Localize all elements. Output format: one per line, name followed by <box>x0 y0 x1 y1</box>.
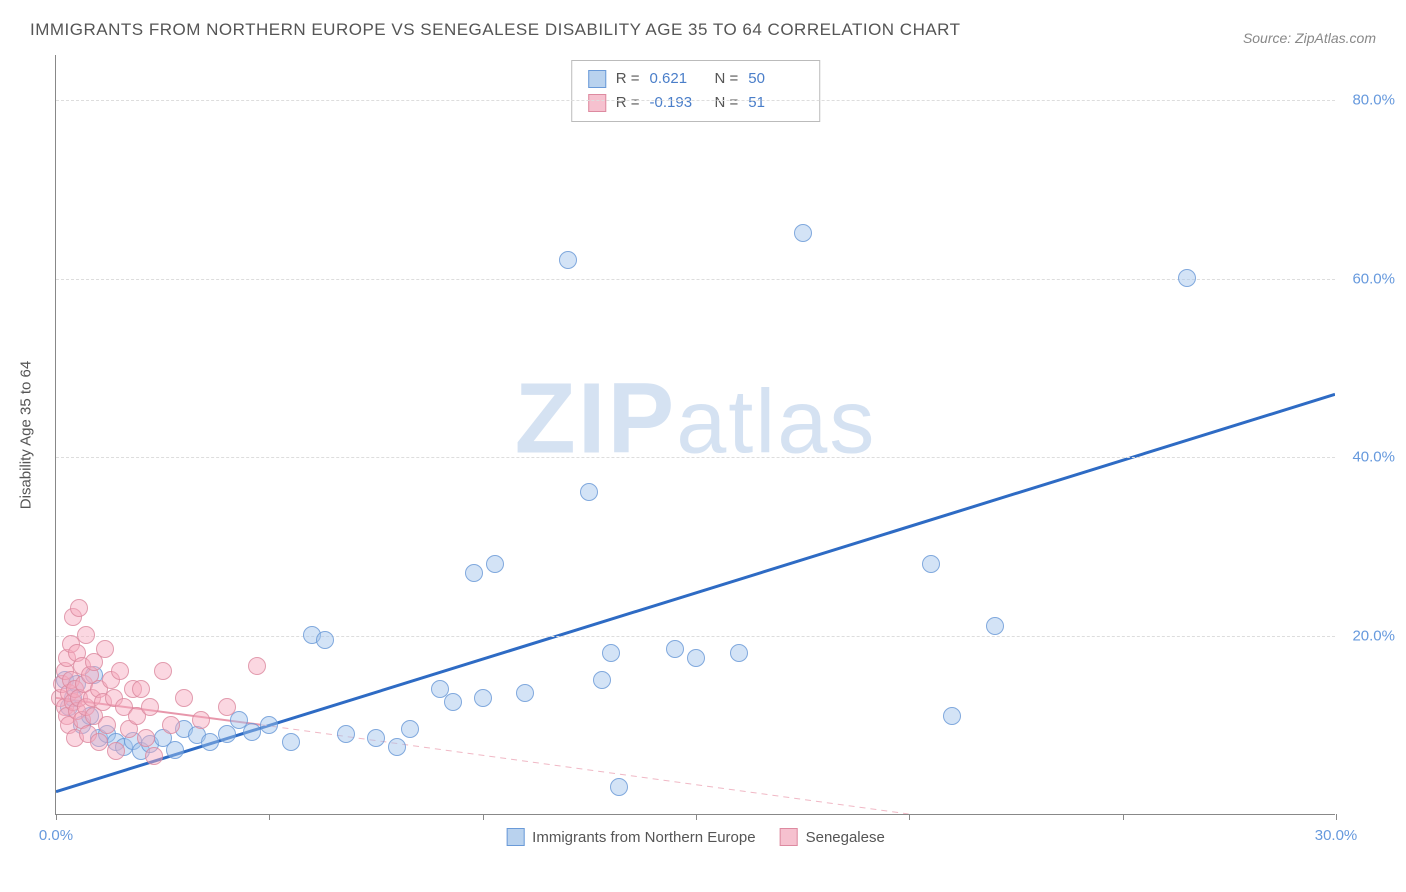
data-point <box>730 644 748 662</box>
data-point <box>175 689 193 707</box>
data-point <box>687 649 705 667</box>
tick-x <box>483 814 484 820</box>
legend-swatch-pink <box>588 94 606 112</box>
legend-bottom-label-blue: Immigrants from Northern Europe <box>532 829 755 846</box>
trend-line <box>261 725 909 814</box>
trend-lines-svg <box>56 55 1335 814</box>
data-point <box>137 729 155 747</box>
data-point <box>666 640 684 658</box>
legend-stats-row-pink: R = -0.193 N = 51 <box>588 91 804 115</box>
data-point <box>602 644 620 662</box>
legend-stats: R = 0.621 N = 50 R = -0.193 N = 51 <box>571 60 821 122</box>
source-label: Source: ZipAtlas.com <box>1243 30 1376 46</box>
legend-N-label: N = <box>715 67 739 91</box>
legend-item-blue: Immigrants from Northern Europe <box>506 828 755 846</box>
y-axis-label: Disability Age 35 to 64 <box>18 360 35 508</box>
legend-bottom-swatch-pink <box>780 828 798 846</box>
data-point <box>132 680 150 698</box>
data-point <box>580 483 598 501</box>
data-point <box>70 599 88 617</box>
data-point <box>154 662 172 680</box>
chart-plot-area: Disability Age 35 to 64 ZIPatlas R = 0.6… <box>55 55 1335 815</box>
tick-x <box>56 814 57 820</box>
tick-x <box>1123 814 1124 820</box>
data-point <box>162 716 180 734</box>
data-point <box>260 716 278 734</box>
data-point <box>111 662 129 680</box>
ytick-label: 20.0% <box>1352 628 1395 645</box>
data-point <box>593 671 611 689</box>
legend-stats-row-blue: R = 0.621 N = 50 <box>588 67 804 91</box>
data-point <box>243 723 261 741</box>
data-point <box>367 729 385 747</box>
legend-bottom-swatch-blue <box>506 828 524 846</box>
tick-x <box>909 814 910 820</box>
ytick-label: 60.0% <box>1352 270 1395 287</box>
data-point <box>96 640 114 658</box>
data-point <box>107 742 125 760</box>
data-point <box>282 733 300 751</box>
legend-R-label: R = <box>616 67 640 91</box>
data-point <box>77 626 95 644</box>
legend-N-pink: 51 <box>748 91 803 115</box>
gridline-h <box>56 457 1335 458</box>
data-point <box>1178 269 1196 287</box>
data-point <box>486 555 504 573</box>
data-point <box>516 684 534 702</box>
ytick-label: 80.0% <box>1352 91 1395 108</box>
data-point <box>90 733 108 751</box>
gridline-h <box>56 636 1335 637</box>
legend-R-label2: R = <box>616 91 640 115</box>
data-point <box>559 251 577 269</box>
legend-R-blue: 0.621 <box>650 67 705 91</box>
data-point <box>166 741 184 759</box>
data-point <box>337 725 355 743</box>
tick-x <box>269 814 270 820</box>
ytick-label: 40.0% <box>1352 449 1395 466</box>
data-point <box>401 720 419 738</box>
chart-title: IMMIGRANTS FROM NORTHERN EUROPE VS SENEG… <box>30 20 961 40</box>
tick-x <box>696 814 697 820</box>
data-point <box>986 617 1004 635</box>
xtick-label: 0.0% <box>39 827 73 844</box>
watermark: ZIPatlas <box>515 362 877 477</box>
data-point <box>474 689 492 707</box>
legend-R-pink: -0.193 <box>650 91 705 115</box>
data-point <box>248 657 266 675</box>
data-point <box>145 747 163 765</box>
data-point <box>201 733 219 751</box>
data-point <box>316 631 334 649</box>
data-point <box>922 555 940 573</box>
data-point <box>192 711 210 729</box>
data-point <box>98 716 116 734</box>
data-point <box>141 698 159 716</box>
tick-x <box>1336 814 1337 820</box>
data-point <box>444 693 462 711</box>
legend-swatch-blue <box>588 70 606 88</box>
data-point <box>943 707 961 725</box>
data-point <box>610 778 628 796</box>
xtick-label: 30.0% <box>1315 827 1358 844</box>
gridline-h <box>56 279 1335 280</box>
legend-N-label2: N = <box>715 91 739 115</box>
data-point <box>218 698 236 716</box>
legend-item-pink: Senegalese <box>780 828 885 846</box>
legend-series: Immigrants from Northern Europe Senegale… <box>506 828 885 846</box>
gridline-h <box>56 100 1335 101</box>
data-point <box>465 564 483 582</box>
data-point <box>794 224 812 242</box>
legend-N-blue: 50 <box>748 67 803 91</box>
data-point <box>388 738 406 756</box>
legend-bottom-label-pink: Senegalese <box>806 829 885 846</box>
